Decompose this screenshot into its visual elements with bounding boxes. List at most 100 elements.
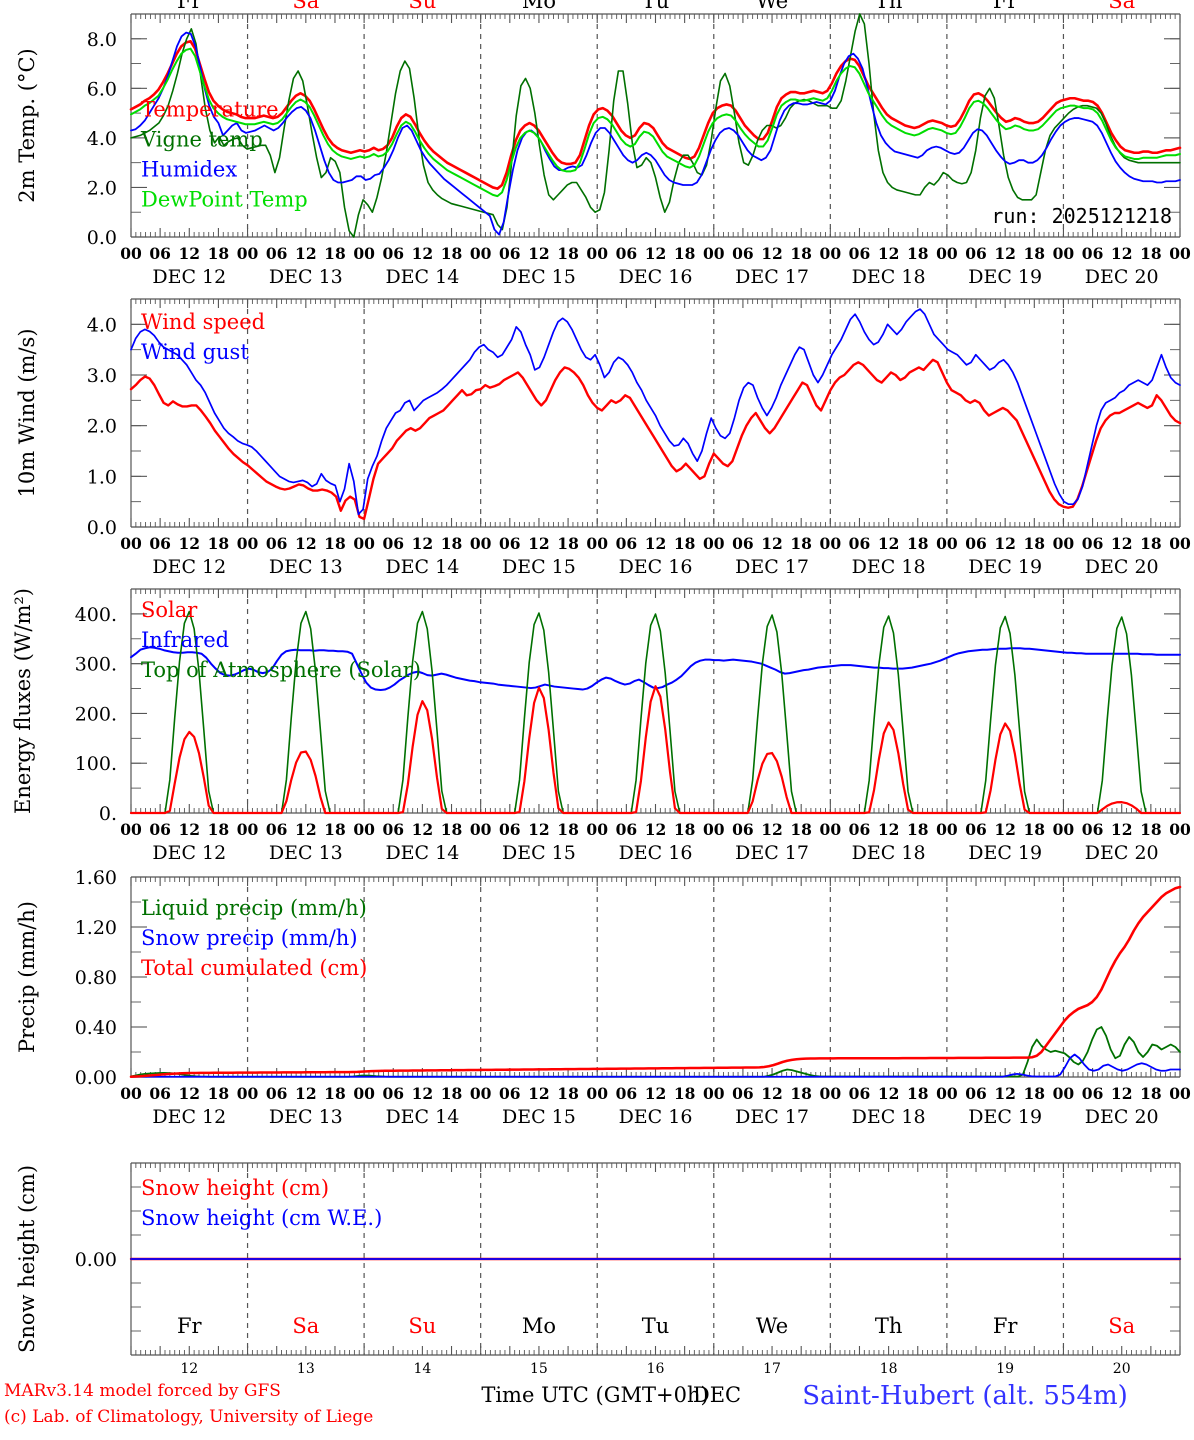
hour-tick-label: 18 <box>441 1084 463 1103</box>
hour-tick-label: 12 <box>645 244 667 263</box>
day-number-label: 14 <box>413 1361 431 1377</box>
hour-tick-label: 18 <box>674 244 696 263</box>
day-label: DEC 18 <box>852 842 926 864</box>
hour-tick-label: 06 <box>266 244 288 263</box>
y-tick-label: 4.0 <box>87 314 117 336</box>
hour-tick-label: 06 <box>616 820 638 839</box>
hour-tick-label: 06 <box>149 820 171 839</box>
hour-tick-label: 00 <box>586 1084 608 1103</box>
hour-tick-label: 06 <box>382 244 404 263</box>
hour-tick-label: 06 <box>266 820 288 839</box>
legend-item-temperature: Temperature <box>141 98 279 122</box>
series-group <box>129 308 1182 521</box>
day-label: DEC 20 <box>1085 266 1159 288</box>
hour-tick-label: 00 <box>353 820 375 839</box>
hour-tick-label: 06 <box>499 820 521 839</box>
day-number-label: 13 <box>297 1361 315 1377</box>
day-label: DEC 15 <box>502 266 576 288</box>
series-group <box>129 610 1182 815</box>
hour-tick-label: 00 <box>1053 820 1075 839</box>
hour-tick-label: 18 <box>1024 534 1046 553</box>
hour-tick-label: 18 <box>1140 244 1162 263</box>
hour-tick-label: 18 <box>907 534 929 553</box>
day-label: DEC 15 <box>502 556 576 578</box>
weekday-label: Fr <box>993 1314 1019 1338</box>
hour-tick-label: 06 <box>732 244 754 263</box>
hour-tick-label: 00 <box>936 820 958 839</box>
hour-tick-label: 12 <box>412 820 434 839</box>
hour-tick-label: 00 <box>120 534 142 553</box>
hour-tick-label: 06 <box>1082 534 1104 553</box>
hour-tick-label: 12 <box>761 1084 783 1103</box>
weekday-label: Mo <box>522 0 556 13</box>
weekday-label: Sa <box>292 0 319 13</box>
weekday-label: Sa <box>1108 0 1135 13</box>
day-label: DEC 12 <box>152 556 226 578</box>
day-label: DEC 16 <box>619 266 693 288</box>
time-axis-title: Time UTC (GMT+0h) <box>481 1383 708 1407</box>
y-tick-label: 300. <box>75 654 117 676</box>
weekday-label: Fr <box>993 0 1019 13</box>
footer-copyright-line: (c) Lab. of Climatology, University of L… <box>4 1407 373 1427</box>
weekday-label: Mo <box>522 1314 556 1338</box>
hour-tick-label: 00 <box>586 244 608 263</box>
legend-item-top-of-atmosphere-solar: Top of Atmosphere (Solar) <box>141 658 421 682</box>
hour-tick-label: 06 <box>849 534 871 553</box>
footer-model-line: MARv3.14 model forced by GFS <box>4 1381 281 1401</box>
hour-tick-label: 00 <box>936 244 958 263</box>
hour-tick-label: 06 <box>732 820 754 839</box>
hour-tick-label: 18 <box>1024 1084 1046 1103</box>
hour-tick-label: 18 <box>907 1084 929 1103</box>
hour-tick-label: 06 <box>382 820 404 839</box>
hour-tick-label: 00 <box>586 820 608 839</box>
hour-tick-label: 12 <box>412 1084 434 1103</box>
hour-tick-label: 06 <box>732 534 754 553</box>
weekday-label: Sa <box>292 1314 319 1338</box>
legend-item-wind-speed: Wind speed <box>141 310 265 334</box>
legend-item-wind-gust: Wind gust <box>141 340 249 364</box>
hour-tick-label: 18 <box>324 820 346 839</box>
hour-tick-label: 18 <box>441 244 463 263</box>
hour-tick-label: 18 <box>907 820 929 839</box>
legend: Liquid precip (mm/h) Snow precip (mm/h) To… <box>141 896 367 980</box>
hour-tick-label: 06 <box>499 1084 521 1103</box>
day-label: DEC 13 <box>269 266 343 288</box>
hour-tick-label: 18 <box>790 534 812 553</box>
hour-tick-label: 12 <box>528 534 550 553</box>
hour-tick-label: 00 <box>703 534 725 553</box>
hour-tick-label: 18 <box>1140 534 1162 553</box>
hour-tick-label: 12 <box>1111 534 1133 553</box>
series-snow-precip-mm-h <box>130 1053 1181 1078</box>
hour-tick-label: 06 <box>849 1084 871 1103</box>
y-tick-label: 4.0 <box>87 128 117 150</box>
y-tick-label: 1.0 <box>87 466 117 488</box>
hour-tick-label: 12 <box>295 1084 317 1103</box>
y-tick-label: 400. <box>75 604 117 626</box>
hour-tick-label: 06 <box>149 534 171 553</box>
y-tick-label: 2.0 <box>87 177 117 199</box>
panel-energy_fluxes: 0. 100. 200. 300. 400. Energy fluxes (W/m²) So… <box>11 588 1191 864</box>
hour-tick-label: 18 <box>1140 1084 1162 1103</box>
y-axis-title: Energy fluxes (W/m²) <box>11 588 35 814</box>
hour-tick-label: 06 <box>965 534 987 553</box>
weekday-label: Fr <box>177 0 203 13</box>
hour-tick-label: 00 <box>1053 244 1075 263</box>
series-top-of-atmosphere-solar <box>130 610 1181 814</box>
hour-tick-label: 06 <box>849 820 871 839</box>
hour-tick-label: 00 <box>237 244 259 263</box>
hour-tick-label: 12 <box>761 534 783 553</box>
hour-tick-label: 00 <box>470 820 492 839</box>
hour-tick-label: 00 <box>353 534 375 553</box>
hour-tick-label: 12 <box>412 244 434 263</box>
hour-tick-label: 06 <box>616 1084 638 1103</box>
legend: Solar Infrared Top of Atmosphere (Solar) <box>141 598 421 682</box>
hour-tick-label: 12 <box>645 1084 667 1103</box>
hour-tick-label: 00 <box>353 1084 375 1103</box>
hour-tick-label: 18 <box>790 1084 812 1103</box>
y-tick-label: 6.0 <box>87 78 117 100</box>
day-label: DEC 20 <box>1085 842 1159 864</box>
day-label: DEC 15 <box>502 1106 576 1128</box>
hour-tick-label: 06 <box>965 1084 987 1103</box>
hour-tick-label: 18 <box>324 244 346 263</box>
